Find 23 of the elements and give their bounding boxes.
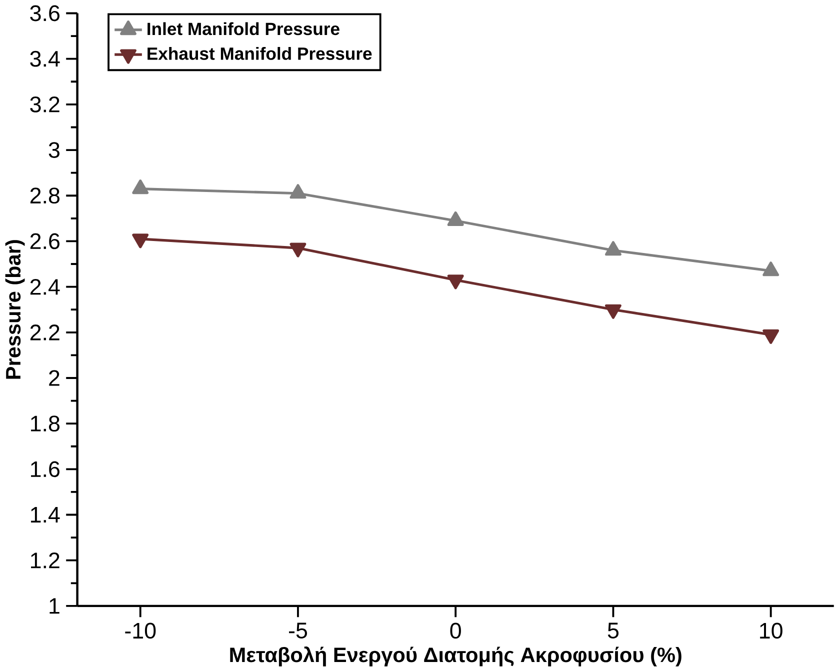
y-tick-label: 1.2 (31, 552, 60, 568)
y-axis-title: Pressure (bar) (5, 240, 25, 379)
y-tick-label: 1.4 (31, 507, 60, 523)
y-tick-label: 2.6 (30, 233, 60, 250)
x-tick-label: 5 (608, 622, 619, 639)
x-axis-title: Μεταβολή Ενεργού Διατομής Ακροφυσίου (%) (230, 646, 682, 667)
legend-label: Exhaust Manifold Pressure (148, 47, 372, 60)
x-tick-label: -10 (125, 622, 156, 639)
y-tick-label: 3.4 (30, 51, 60, 67)
y-tick-label: 1.8 (31, 416, 60, 432)
y-tick-label: 3.6 (30, 5, 60, 22)
x-tick-label: 0 (450, 622, 461, 639)
y-tick-label: 2.4 (30, 279, 60, 295)
y-tick-label: 2 (49, 370, 60, 386)
x-tick-label: -5 (289, 622, 307, 639)
y-tick-label: 2.2 (30, 324, 60, 340)
y-tick-label: 1 (50, 598, 60, 614)
y-tick-label: 3 (48, 142, 60, 158)
y-tick-label: 3.2 (30, 96, 60, 113)
y-tick-label: 2.8 (30, 188, 60, 204)
y-tick-label: 1.6 (31, 461, 60, 478)
x-tick-label: 10 (760, 622, 782, 639)
legend-label: Inlet Manifold Pressure (148, 22, 340, 36)
